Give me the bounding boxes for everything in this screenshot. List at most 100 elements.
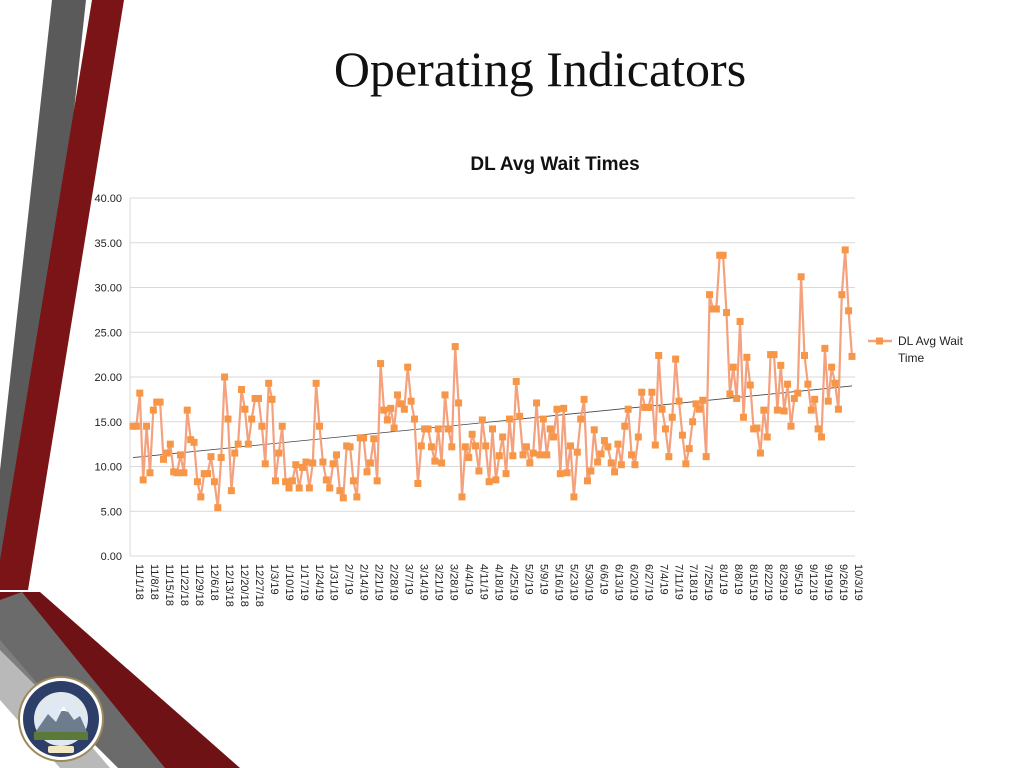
x-tick-label: 5/16/19: [552, 564, 564, 601]
data-point: [712, 305, 720, 313]
data-point: [363, 468, 371, 476]
y-tick-label: 40.00: [94, 193, 122, 205]
x-tick-label: 11/15/18: [163, 564, 175, 606]
data-point: [332, 451, 340, 459]
data-point: [780, 407, 788, 415]
data-points: [129, 246, 856, 512]
data-point: [560, 404, 568, 412]
data-point: [760, 406, 768, 414]
data-point: [824, 397, 832, 405]
x-tick-label: 5/9/19: [537, 564, 549, 595]
data-point: [427, 443, 435, 451]
data-point: [302, 458, 310, 466]
x-tick-label: 12/27/18: [253, 564, 265, 607]
data-point: [217, 454, 225, 462]
x-tick-label: 9/12/19: [807, 564, 819, 601]
data-point: [689, 418, 697, 426]
data-point: [729, 363, 737, 371]
data-point: [424, 425, 432, 433]
data-point: [661, 425, 669, 433]
data-point: [553, 405, 561, 413]
data-point: [838, 291, 846, 299]
data-point: [434, 425, 442, 433]
data-point: [505, 415, 513, 423]
data-point: [665, 453, 673, 461]
data-point: [550, 433, 558, 441]
y-tick-label: 25.00: [94, 327, 122, 339]
data-point: [475, 467, 483, 475]
x-tick-label: 1/31/19: [328, 564, 340, 601]
data-point: [465, 454, 473, 462]
legend-label: Time: [898, 351, 925, 365]
data-point: [312, 379, 320, 387]
trendline: [132, 385, 853, 458]
x-tick-label: 11/8/18: [148, 564, 160, 600]
data-point: [288, 477, 296, 485]
series-line: [133, 248, 854, 509]
data-point: [455, 399, 463, 407]
data-point: [577, 415, 585, 423]
data-point: [227, 487, 235, 495]
data-point: [197, 493, 205, 501]
data-point: [183, 406, 191, 414]
x-tick-label: 1/17/19: [298, 564, 310, 601]
x-tick-label: 4/25/19: [507, 564, 519, 601]
data-point: [441, 391, 449, 399]
data-point: [607, 459, 615, 467]
data-point: [631, 461, 639, 469]
data-point: [472, 442, 480, 450]
data-point: [149, 406, 157, 414]
y-tick-label: 5.00: [101, 506, 122, 518]
x-tick-label: 9/5/19: [792, 564, 804, 595]
x-tick-label: 1/24/19: [313, 564, 325, 601]
data-point: [828, 363, 836, 371]
data-point: [387, 404, 395, 412]
y-axis-ticks: 0.00 5.00 10.00 15.00 20.00 25.00 30.00 35.00 40…: [94, 193, 122, 563]
data-point: [248, 415, 256, 423]
data-point: [763, 433, 771, 441]
x-tick-label: 2/7/19: [343, 564, 355, 595]
maroon-ribbon-stripe: [0, 0, 124, 590]
x-tick-label: 3/14/19: [418, 564, 430, 601]
data-point: [682, 460, 690, 468]
y-tick-label: 35.00: [94, 238, 122, 250]
x-tick-label: 6/20/19: [627, 564, 639, 601]
data-point: [241, 405, 249, 413]
data-point: [414, 480, 422, 488]
county-seal-logo: [18, 676, 104, 762]
data-point: [533, 399, 541, 407]
x-tick-label: 4/18/19: [493, 564, 505, 601]
data-point: [282, 478, 290, 486]
data-point: [397, 400, 405, 408]
data-point: [438, 459, 446, 467]
data-point: [410, 415, 418, 423]
x-tick-label: 8/15/19: [747, 564, 759, 601]
data-point: [326, 484, 334, 492]
data-point: [597, 450, 605, 458]
data-point: [316, 422, 324, 430]
data-point: [366, 459, 374, 467]
data-point: [621, 422, 629, 430]
data-point: [658, 405, 666, 413]
x-tick-label: 8/29/19: [777, 564, 789, 601]
chart-title: DL Avg Wait Times: [470, 154, 639, 175]
data-point: [634, 433, 642, 441]
data-point: [580, 395, 588, 403]
data-point: [733, 394, 741, 402]
data-point: [210, 478, 218, 486]
x-tick-label: 1/10/19: [283, 564, 295, 601]
data-point: [573, 448, 581, 456]
x-tick-label: 11/29/18: [193, 564, 205, 606]
data-point: [756, 449, 764, 457]
data-point: [278, 422, 286, 430]
data-point: [648, 388, 656, 396]
x-tick-label: 6/6/19: [597, 564, 609, 595]
data-point: [831, 379, 839, 387]
x-tick-label: 7/11/19: [672, 564, 684, 600]
data-point: [444, 425, 452, 433]
data-point: [546, 425, 554, 433]
data-point: [451, 343, 459, 351]
data-point: [254, 394, 262, 402]
x-tick-label: 3/7/19: [403, 564, 415, 595]
